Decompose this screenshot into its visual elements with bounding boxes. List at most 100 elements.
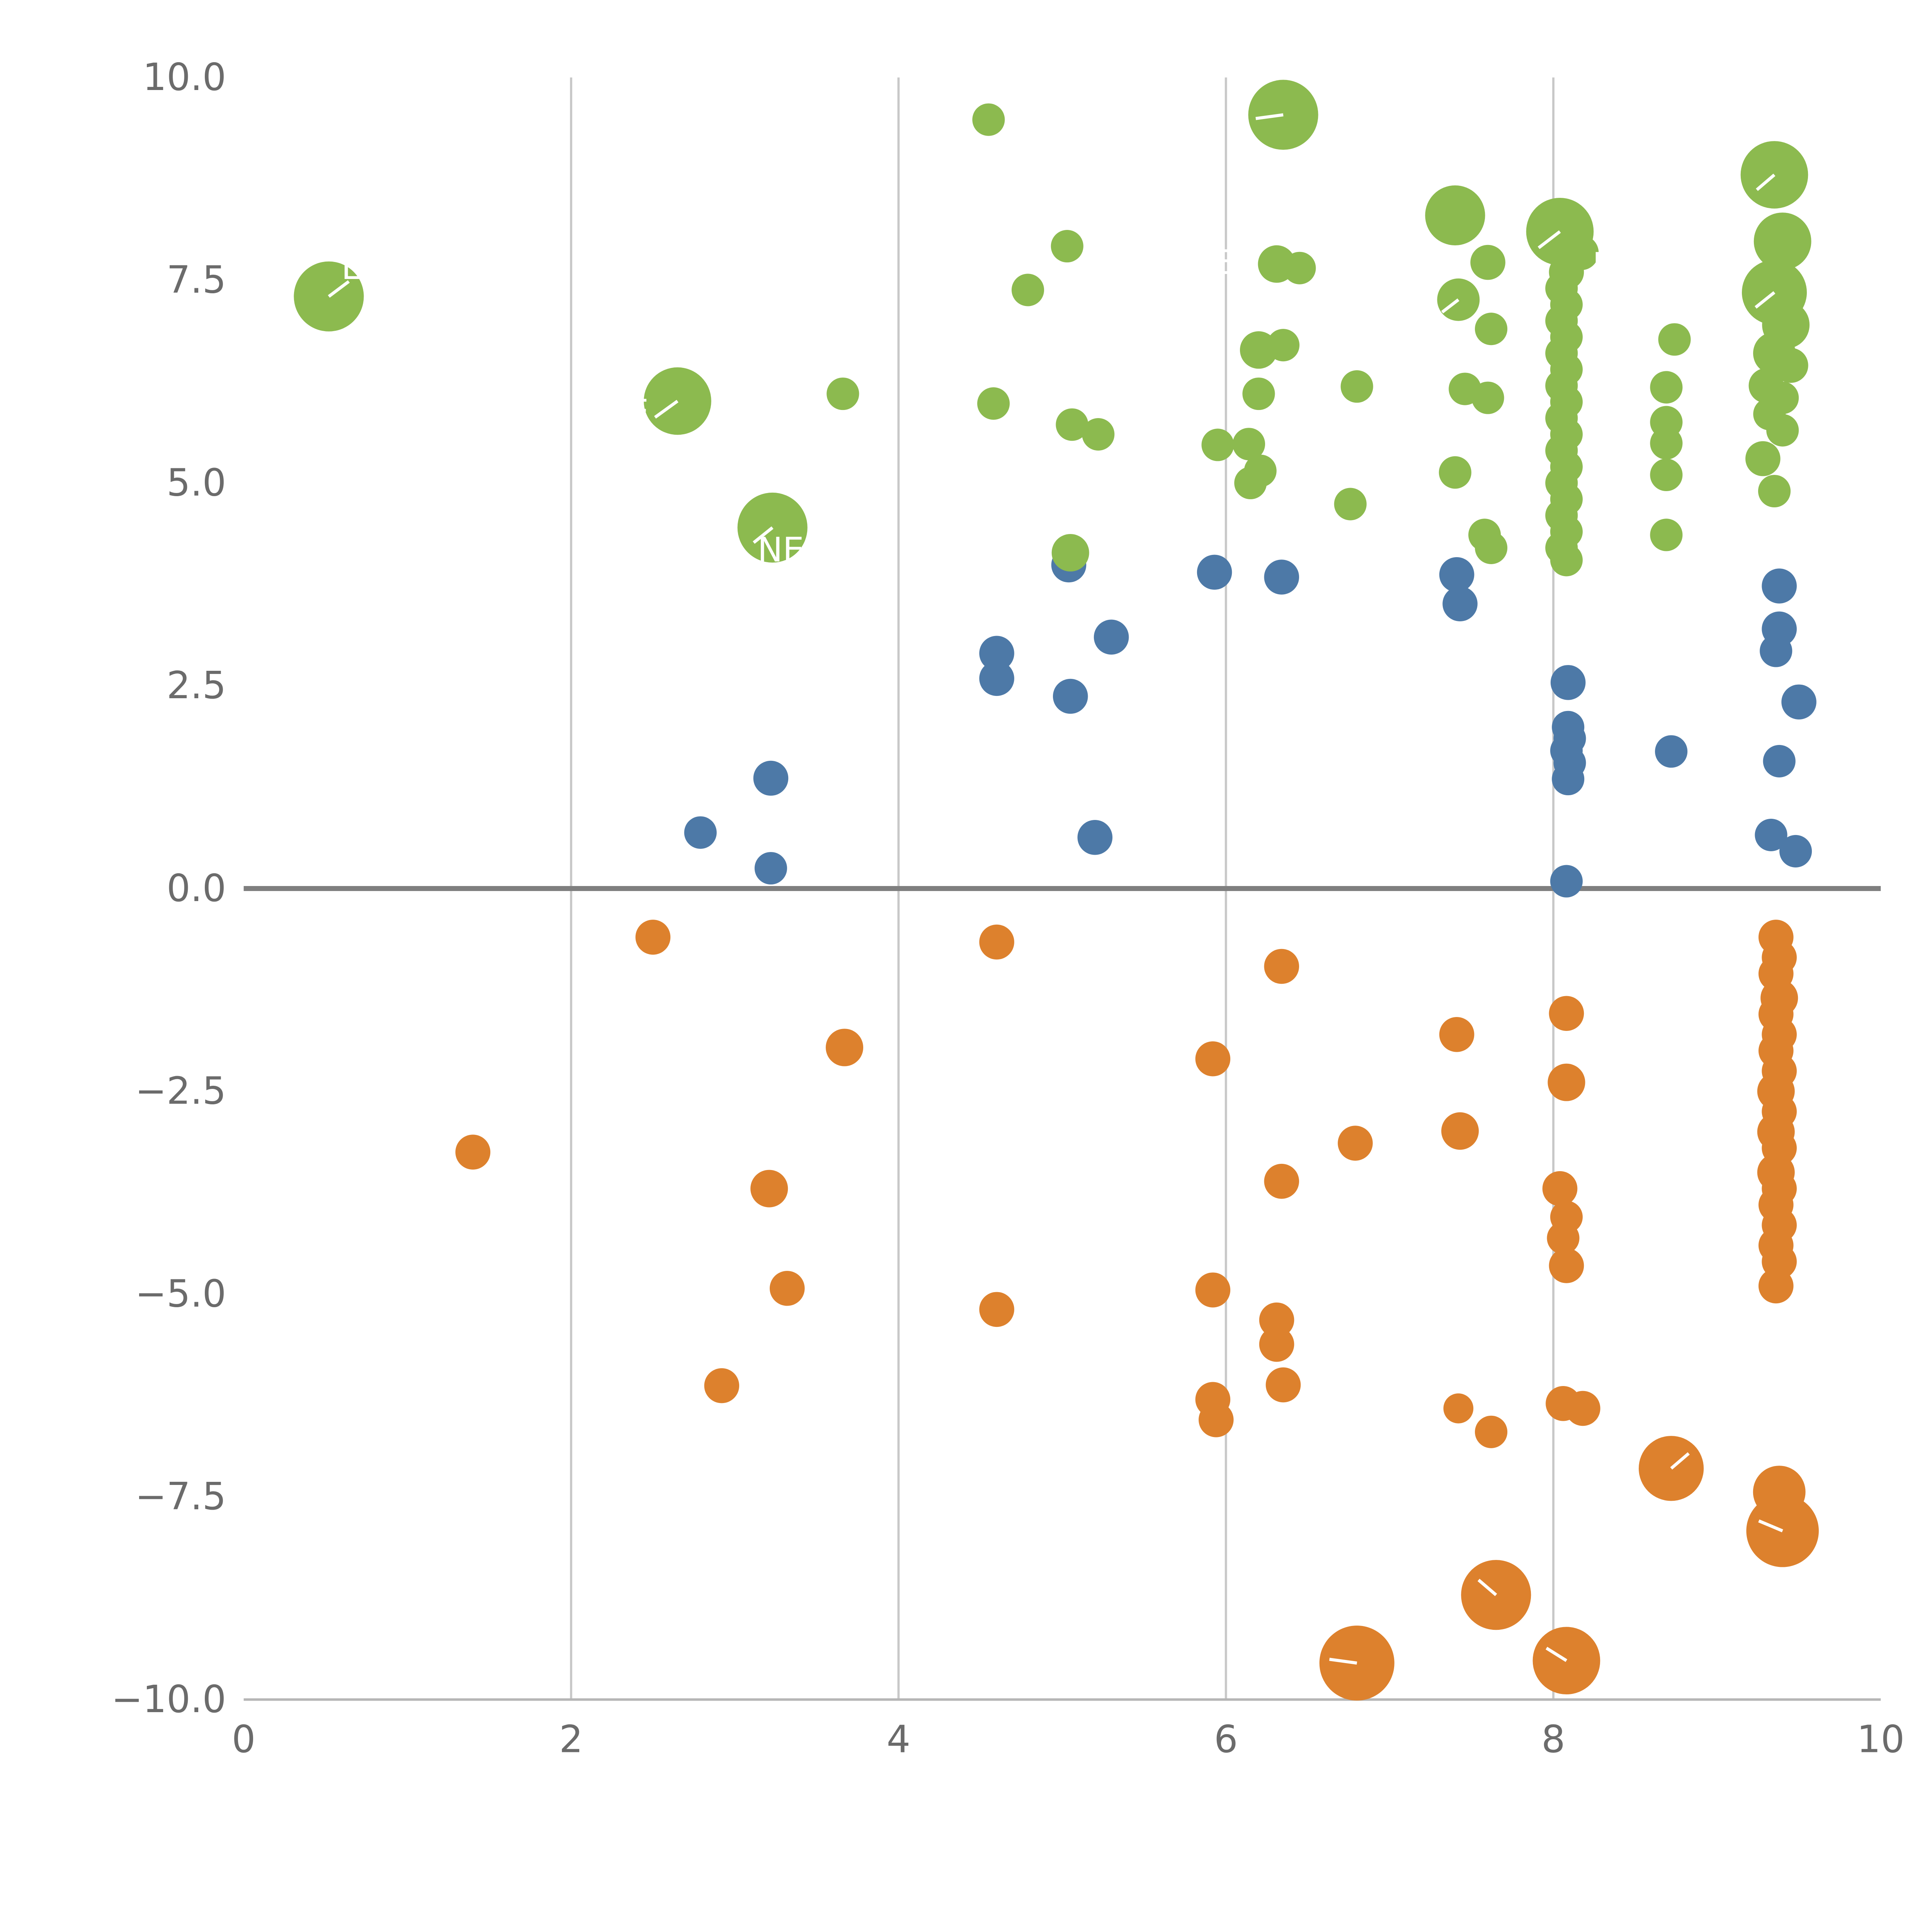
data-point-green [1758, 474, 1791, 508]
data-point-orange [704, 1368, 740, 1403]
data-point-blue [1264, 560, 1299, 595]
data-point-orange [1549, 1248, 1584, 1283]
data-point-blue [1762, 568, 1797, 604]
data-point-green [1650, 427, 1683, 460]
y-tick-label: −5.0 [135, 1272, 226, 1315]
bubble-leader-line [1329, 1658, 1357, 1665]
data-point-orange [1443, 1393, 1474, 1423]
data-point-orange [1195, 1272, 1231, 1308]
data-point-blue [1552, 763, 1585, 796]
data-point-blue [1755, 818, 1787, 851]
data-point-blue [1053, 679, 1088, 714]
data-point-orange [635, 920, 671, 955]
data-point-green [1437, 278, 1480, 321]
data-point-blue [1779, 835, 1812, 867]
data-point-blue [1655, 735, 1688, 768]
bubble-label: NE [757, 530, 804, 570]
data-point-orange [1565, 1391, 1600, 1426]
data-point-green [1283, 252, 1316, 284]
data-point-orange [979, 924, 1014, 960]
bubble-leader-lines [328, 113, 1783, 1665]
series-blue [684, 547, 1816, 898]
data-point-orange [1549, 996, 1584, 1031]
data-point-orange [1475, 1415, 1508, 1448]
data-point-blue [1781, 684, 1816, 719]
data-point-orange [1547, 1222, 1580, 1255]
data-point-blue [1760, 634, 1793, 667]
data-point-green [1773, 348, 1808, 383]
data-point-blue [1763, 745, 1796, 777]
data-point-green [1470, 245, 1505, 280]
bubble-leader-line [1255, 113, 1284, 120]
data-point-green [1334, 488, 1367, 520]
data-point-green [1650, 519, 1683, 551]
data-point-orange [1259, 1327, 1294, 1362]
data-point-blue [754, 852, 787, 885]
data-point-blue [1197, 554, 1232, 590]
data-point-blue [979, 661, 1014, 696]
data-point-green [1766, 414, 1799, 447]
series-orange [455, 920, 1819, 1701]
bubble-leader-line [1670, 1452, 1690, 1470]
data-point-blue [1550, 665, 1586, 700]
bubble-leader-line [1758, 1519, 1783, 1532]
data-point-green [1234, 466, 1267, 500]
data-point-green [1232, 428, 1265, 461]
data-point-orange [1264, 949, 1299, 984]
series-green [294, 80, 1811, 577]
data-point-green [1471, 381, 1504, 414]
data-point-green [1082, 418, 1115, 451]
bubble-leader-line [328, 280, 350, 298]
data-point-green [827, 378, 859, 410]
data-point-green [1658, 323, 1691, 356]
bubble-label: '' [1764, 121, 1783, 160]
data-point-orange [1264, 1163, 1299, 1199]
y-tick-label: −7.5 [135, 1475, 226, 1518]
bubble-label: E [1592, 245, 1614, 285]
data-point-green [1242, 378, 1275, 410]
data-point-orange [769, 1270, 805, 1306]
data-point-orange [1259, 1302, 1294, 1338]
bubble-leader-line [1754, 291, 1776, 309]
x-tick-label: 6 [1214, 1717, 1238, 1761]
bubble-leader-line [1546, 1646, 1568, 1662]
x-tick-label: 4 [886, 1717, 910, 1761]
x-tick-label: 8 [1541, 1717, 1565, 1761]
y-tick-label: 10.0 [143, 55, 226, 99]
y-tick-label: 5.0 [167, 461, 226, 504]
data-point-green [1267, 329, 1300, 362]
data-point-orange [1338, 1126, 1373, 1161]
bubble-leader-line [1477, 1578, 1497, 1596]
y-axis-labels: 10.0 7.5 5.0 2.5 0.0 −2.5 −5.0 −7.5 −10.0 [111, 55, 226, 1721]
data-point-green [1012, 274, 1044, 306]
data-point-blue [1094, 619, 1129, 655]
data-point-green [1475, 313, 1508, 345]
data-point-orange [1439, 1017, 1475, 1052]
data-point-orange [750, 1170, 788, 1208]
data-point-blue [1439, 557, 1475, 592]
data-point-blue [979, 636, 1014, 671]
data-point-orange [1441, 1112, 1479, 1150]
data-point-orange [1461, 1560, 1531, 1630]
bubble-label: s [1706, 1417, 1724, 1456]
data-point-green [1550, 544, 1583, 577]
x-tick-label: 10 [1857, 1717, 1905, 1761]
data-point-orange [1199, 1402, 1234, 1437]
data-point-blue [684, 816, 717, 849]
data-point-green [1056, 408, 1088, 441]
data-point-green [1475, 531, 1508, 564]
data-point-blue [1442, 586, 1478, 622]
data-point-orange [1195, 1041, 1231, 1077]
data-point-green [972, 103, 1005, 136]
data-point-orange [979, 1292, 1014, 1327]
bubble-leader-line [1537, 230, 1561, 249]
data-point-blue [1077, 820, 1113, 855]
bubble-leader-line [1756, 173, 1776, 191]
data-point-orange [1542, 1171, 1578, 1206]
bubble-leader-line [753, 526, 774, 544]
y-tick-label: 0.0 [167, 866, 226, 910]
y-tick-label: −10.0 [111, 1677, 226, 1721]
bubble-label: E [341, 248, 362, 287]
